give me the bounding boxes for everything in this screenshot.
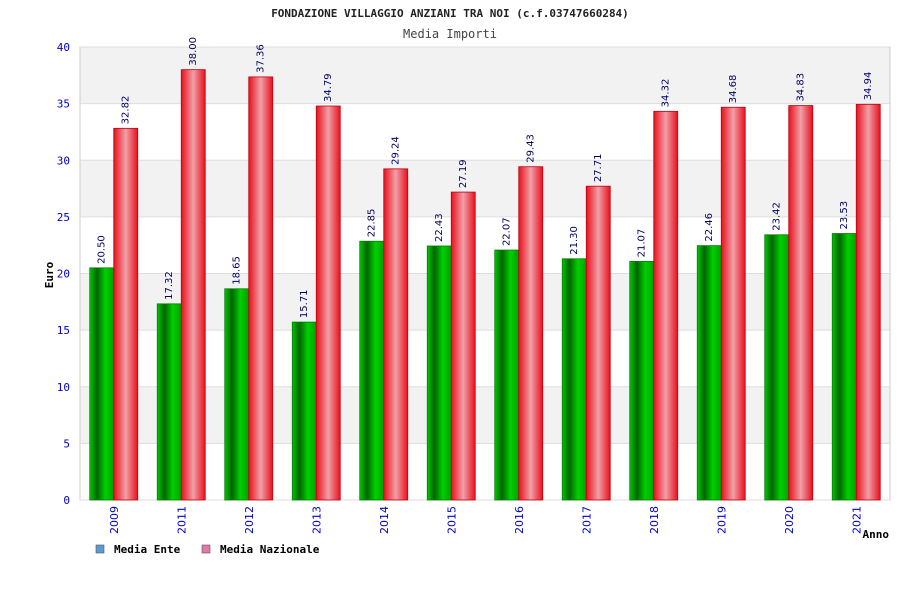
- bar-media-ente: [831, 233, 857, 501]
- grid-band: [80, 216, 890, 274]
- grid-band: [80, 160, 890, 217]
- grid-band: [80, 443, 890, 500]
- data-label: 29.24: [391, 136, 402, 165]
- bar-media-ente: [494, 249, 520, 501]
- legend: Media Ente Media Nazionale: [95, 543, 320, 556]
- data-label: 34.32: [661, 79, 672, 108]
- data-label: 20.50: [97, 235, 108, 264]
- legend-swatch: [95, 544, 105, 554]
- grid-band: [80, 103, 890, 161]
- grid-lines: [80, 46, 890, 501]
- y-tick-label: 10: [57, 381, 70, 394]
- data-label: 38.00: [188, 37, 199, 66]
- y-tick-label: 25: [57, 211, 70, 224]
- y-tick-label: 35: [57, 98, 70, 111]
- x-tick-label: 2019: [715, 506, 728, 534]
- bar-media-nazionale: [315, 105, 341, 501]
- bar-media-ente: [224, 288, 250, 501]
- bar-media-nazionale: [383, 168, 409, 501]
- bar-media-nazionale: [180, 69, 206, 501]
- bar-media-ente: [629, 260, 655, 501]
- data-label: 27.19: [458, 159, 469, 188]
- bar-media-nazionale: [720, 106, 746, 501]
- bar-media-nazionale: [855, 103, 881, 501]
- data-label: 21.30: [569, 226, 580, 255]
- data-label: 34.68: [728, 75, 739, 104]
- data-label: 23.42: [772, 202, 783, 231]
- bars: 20.50 32.82 17.32 38.00 18.65 37.36 15.71 34.79…: [89, 37, 881, 501]
- bar-media-ente: [561, 258, 587, 501]
- plot-background: [79, 46, 891, 501]
- bar-media-ente: [291, 321, 317, 501]
- x-tick-label: 2017: [580, 506, 593, 534]
- bar-media-nazionale: [585, 185, 611, 501]
- y-tick-label: 40: [57, 41, 70, 54]
- bar-media-ente: [764, 234, 790, 501]
- bar-media-ente: [359, 240, 385, 501]
- x-tick-label: 2018: [648, 506, 661, 534]
- bar-media-ente: [696, 245, 722, 501]
- y-axis-ticks: 0 5 10 15 20 25 30 35 40: [57, 41, 70, 507]
- data-label: 23.53: [839, 201, 850, 230]
- bar-media-nazionale: [450, 191, 476, 501]
- y-tick-label: 15: [57, 324, 70, 337]
- x-tick-label: 2020: [783, 506, 796, 534]
- data-label: 22.43: [434, 213, 445, 242]
- bar-media-nazionale: [518, 166, 544, 501]
- data-label: 18.65: [232, 256, 243, 285]
- data-label: 37.36: [256, 44, 267, 73]
- bar-media-nazionale: [248, 76, 274, 501]
- bar-media-nazionale: [113, 127, 139, 501]
- y-tick-label: 20: [57, 268, 70, 281]
- chart-title: FONDAZIONE VILLAGGIO ANZIANI TRA NOI (c.…: [271, 7, 629, 20]
- data-label: 21.07: [637, 229, 648, 258]
- grid-band: [80, 273, 890, 331]
- y-tick-label: 5: [63, 437, 70, 450]
- x-tick-label: 2013: [310, 506, 323, 534]
- chart-subtitle: Media Importi: [403, 27, 497, 41]
- bar-media-ente: [426, 245, 452, 501]
- grid-band: [80, 47, 890, 104]
- x-axis-label: Anno: [863, 528, 890, 541]
- x-axis-ticks: 2009 2011 2012 2013 2014 2015 2016 2017 2018 2019…: [108, 506, 864, 534]
- x-tick-label: 2009: [108, 506, 121, 534]
- data-label: 22.07: [502, 217, 513, 246]
- legend-label: Media Ente: [114, 543, 181, 556]
- y-tick-label: 30: [57, 154, 70, 167]
- bar-media-nazionale: [653, 110, 679, 501]
- data-label: 17.32: [164, 271, 175, 300]
- x-tick-label: 2012: [243, 506, 256, 534]
- bar-media-nazionale: [788, 105, 814, 501]
- x-tick-label: 2021: [850, 506, 863, 534]
- x-tick-label: 2016: [513, 506, 526, 534]
- legend-label: Media Nazionale: [220, 543, 320, 556]
- legend-swatch: [201, 544, 211, 554]
- bar-media-ente: [156, 303, 182, 501]
- grid-band: [80, 330, 890, 387]
- x-tick-label: 2011: [175, 506, 188, 534]
- data-label: 34.83: [796, 73, 807, 102]
- data-label: 15.71: [299, 289, 310, 318]
- data-label: 27.71: [593, 154, 604, 183]
- grid-band: [80, 386, 890, 444]
- data-label: 22.46: [704, 213, 715, 242]
- data-label: 22.85: [367, 209, 378, 238]
- x-tick-label: 2014: [378, 506, 391, 534]
- data-label: 32.82: [121, 96, 132, 125]
- y-axis-label: Euro: [43, 261, 56, 288]
- data-label: 29.43: [526, 134, 537, 163]
- x-tick-label: 2015: [445, 506, 458, 534]
- bar-media-ente: [89, 267, 115, 501]
- y-tick-label: 0: [63, 494, 70, 507]
- data-label: 34.79: [323, 73, 334, 102]
- data-label: 34.94: [863, 72, 874, 101]
